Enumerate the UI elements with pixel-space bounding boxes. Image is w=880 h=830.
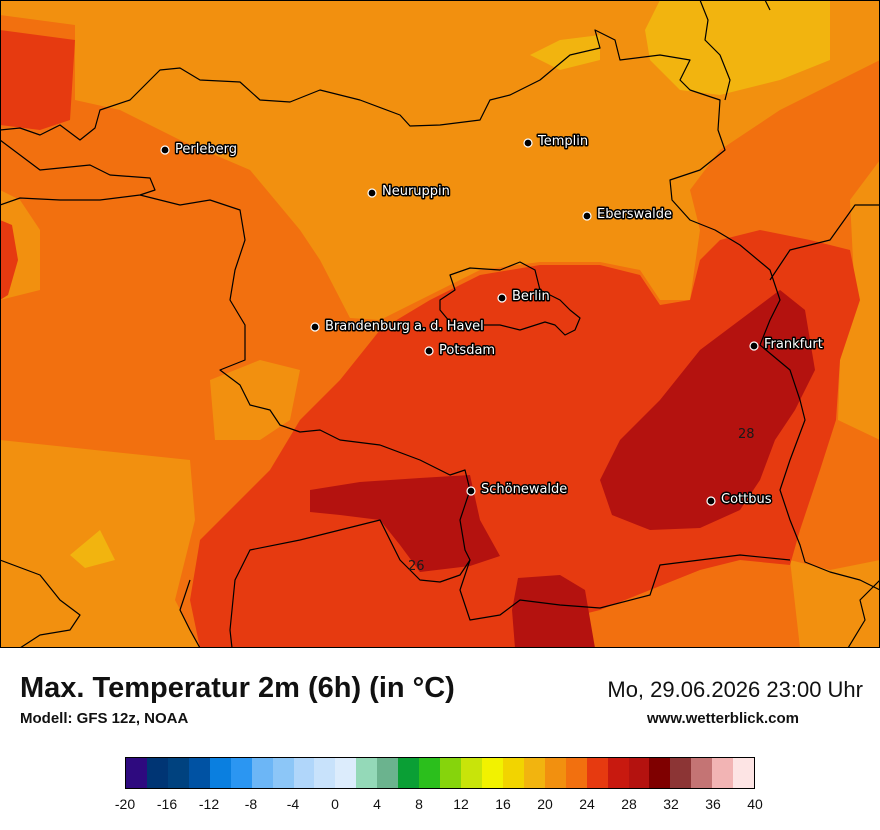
model-info: Modell: GFS 12z, NOAA [20,710,189,727]
legend-tick-label: 24 [579,796,595,812]
legend-tick-label: 8 [415,796,423,812]
city-perleberg[interactable]: Perleberg [160,141,238,159]
legend-tick-label: -4 [286,796,300,812]
city-neuruppin[interactable]: Neuruppin [367,183,451,201]
legend-color-cell [272,758,294,788]
city-label: Brandenburg a. d. Havel [325,319,484,334]
temp-band-22-24-southeast [790,560,880,648]
temp-band-28-30-east [600,290,815,530]
city-eberswalde[interactable]: Eberswalde [582,206,674,224]
legend-color-cell [167,758,189,788]
city-templin[interactable]: Templin [523,133,590,151]
legend-tick-label: -12 [198,796,220,812]
legend-color-cell [398,758,420,788]
temp-band-26-28-west-b [0,220,18,300]
city-label: Cottbus [721,492,772,507]
legend-color-cell [230,758,252,788]
color-legend: -20 -16 -12 -8 -4 0 4 8 12 16 20 24 28 32 36 40 [115,757,763,812]
city-label: Berlin [512,289,550,304]
temp-band-20-22-ne [530,35,600,70]
legend-color-cell [377,758,399,788]
city-cottbus[interactable]: Cottbus [706,491,773,509]
legend-color-cell [251,758,273,788]
legend-bar [125,757,755,789]
legend-color-cell [565,758,587,788]
temp-band-26-28 [190,230,860,648]
contour-label: 26 [408,559,425,574]
city-label: Neuruppin [382,184,450,199]
city-berlin[interactable]: Berlin [497,288,551,306]
city-label: Frankfurt [764,337,823,352]
city-schoenewalde[interactable]: Schönewalde [466,481,569,499]
legend-color-cell [209,758,231,788]
temperature-map: Perleberg Templin Neuruppin Eberswalde B… [0,0,880,648]
legend-color-cell [440,758,461,788]
temp-band-28-30-south [310,475,500,572]
city-label: Potsdam [439,343,495,358]
source-link[interactable]: www.wetterblick.com [647,710,799,727]
valid-datetime: Mo, 29.06.2026 23:00 Uhr [607,677,863,702]
city-label: Templin [537,134,588,149]
legend-color-cell [126,758,147,788]
legend-color-cell [461,758,482,788]
legend-color-cell [356,758,378,788]
city-label: Perleberg [175,142,237,157]
temp-band-20-22-sw [70,530,115,568]
legend-color-cell [481,758,503,788]
legend-color-cell [502,758,524,788]
legend-tick-label: 40 [747,796,763,812]
city-label: Eberswalde [597,207,672,222]
legend-tick-label: -20 [114,796,136,812]
legend-color-cell [419,758,441,788]
temp-band-26-28-west [0,30,75,130]
legend-color-cell [335,758,357,788]
legend-color-cell [733,758,755,788]
city-potsdam[interactable]: Potsdam [424,342,497,360]
legend-tick-label: 28 [621,796,637,812]
temp-band-28-30-south-b [512,575,595,648]
city-brandenburg[interactable]: Brandenburg a. d. Havel [310,318,485,336]
legend-color-cell [544,758,566,788]
legend-tick-label: 4 [373,796,381,812]
map-title: Max. Temperatur 2m (6h) (in °C) [20,672,455,704]
temp-band-22-24 [0,0,880,320]
legend-tick-label: 16 [495,796,511,812]
legend-tick-label: 12 [453,796,469,812]
legend-tick-label: 0 [331,796,339,812]
legend-color-cell [628,758,650,788]
legend-color-cell [523,758,545,788]
legend-color-cell [314,758,336,788]
legend-tick-label: 32 [663,796,679,812]
legend-color-cell [712,758,734,788]
boundary-lines [0,0,880,648]
legend-color-cell [649,758,671,788]
legend-tick-label: -8 [244,796,258,812]
legend-color-cell [293,758,315,788]
legend-tick-label: 36 [705,796,721,812]
city-frankfurt[interactable]: Frankfurt [749,336,824,354]
legend-color-cell [146,758,168,788]
city-label: Schönewalde [481,482,567,497]
legend-tick-label: -16 [156,796,178,812]
legend-color-cell [607,758,629,788]
legend-color-cell [691,758,713,788]
legend-color-cell [188,758,210,788]
contour-label: 28 [738,427,755,442]
legend-color-cell [586,758,608,788]
temp-band-20-22-north [645,0,830,95]
city-markers: Perleberg Templin Neuruppin Eberswalde B… [160,133,824,509]
legend-color-cell [670,758,692,788]
legend-tick-label: 20 [537,796,553,812]
